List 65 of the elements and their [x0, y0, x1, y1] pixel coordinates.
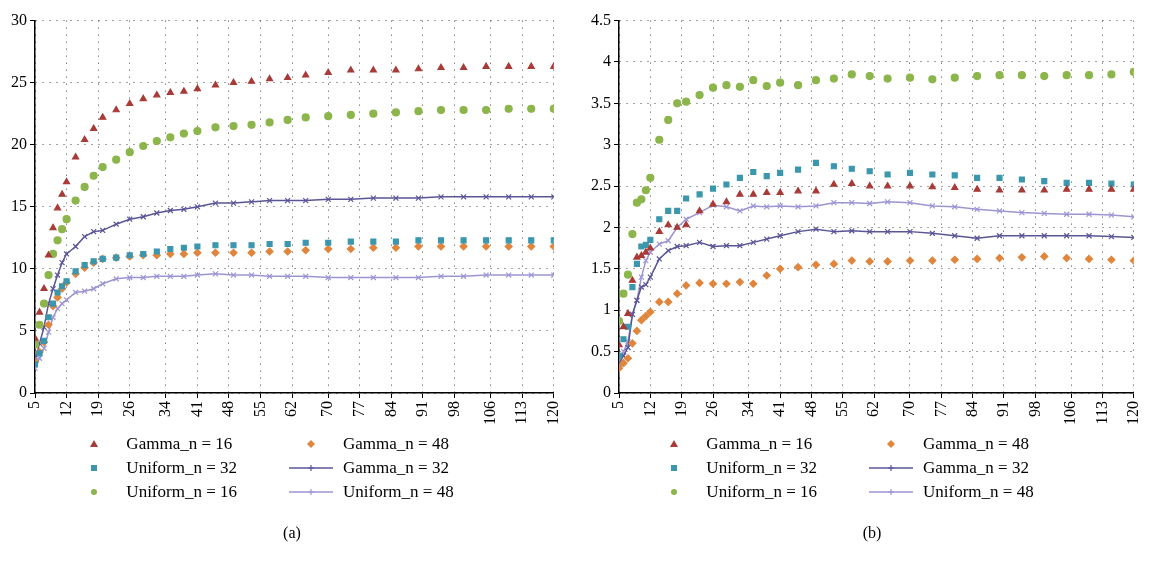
x-tick-label: 70 — [318, 401, 336, 417]
x-tick-label: 26 — [703, 401, 721, 417]
y-tick-label: 5 — [19, 321, 27, 339]
y-tick-label: 0.5 — [591, 341, 611, 359]
legend-label: Gamma_n = 16 — [126, 434, 233, 454]
legend-label: Uniform_n = 48 — [343, 482, 454, 502]
y-tick-label: 4 — [603, 52, 611, 70]
y-tick-label: 0 — [603, 383, 611, 401]
x-tick-label: 5 — [609, 401, 627, 409]
x-tick-label: 91 — [413, 401, 431, 417]
legend-label: Uniform_n = 48 — [923, 482, 1034, 502]
x-tick-label: 19 — [671, 401, 689, 417]
x-tick-label: 84 — [381, 401, 399, 417]
y-tick-label: 0 — [19, 383, 27, 401]
y-tick-label: 15 — [11, 197, 27, 214]
text: (b) — [862, 524, 882, 542]
x-tick-label: 106 — [480, 401, 498, 425]
y-tick-label: 10 — [11, 259, 27, 277]
x-tick-label: 113 — [512, 401, 530, 425]
x-tick-label: 12 — [640, 401, 658, 417]
legend-label: Gamma_n = 48 — [343, 434, 449, 454]
x-tick-label: 98 — [1025, 401, 1043, 417]
x-tick-label: 55 — [833, 401, 851, 417]
x-tick-label: 41 — [187, 401, 205, 417]
legend-label: Uniform_n = 16 — [706, 482, 817, 502]
x-tick-label: 48 — [801, 401, 819, 417]
y-tick-label: 1 — [603, 300, 611, 318]
legend-label: Gamma_n = 32 — [923, 458, 1029, 478]
x-tick-label: 120 — [544, 401, 561, 425]
x-tick-label: 26 — [119, 401, 137, 417]
y-tick-label: 25 — [11, 72, 27, 90]
x-tick-label: 91 — [994, 401, 1012, 417]
y-tick-label: 20 — [11, 134, 27, 152]
y-tick-label: 3 — [603, 134, 611, 152]
legend-label: Uniform_n = 32 — [706, 458, 817, 478]
y-tick-label: 4.5 — [591, 10, 611, 28]
x-tick-label: 70 — [900, 401, 918, 417]
x-tick-label: 55 — [250, 401, 268, 417]
legend-label: Uniform_n = 32 — [126, 458, 237, 478]
x-tick-label: 62 — [864, 401, 882, 417]
y-tick-label: 3.5 — [591, 93, 611, 111]
x-tick-label: 62 — [282, 401, 300, 417]
x-tick-label: 106 — [1061, 401, 1079, 425]
legend-label: Gamma_n = 16 — [706, 434, 813, 454]
x-tick-label: 113 — [1092, 401, 1110, 425]
y-tick-label: 30 — [11, 10, 27, 28]
x-tick-label: 77 — [931, 401, 949, 417]
x-tick-label: 48 — [219, 401, 237, 417]
y-tick-label: 2 — [603, 217, 611, 235]
y-tick-label: 1.5 — [591, 259, 611, 277]
x-tick-label: 34 — [156, 401, 174, 417]
x-tick-label: 34 — [739, 401, 757, 417]
x-tick-label: 77 — [350, 401, 368, 417]
text: (a) — [283, 524, 301, 542]
x-tick-label: 19 — [88, 401, 106, 417]
x-tick-label: 84 — [962, 401, 980, 417]
y-tick-label: 2.5 — [591, 176, 611, 194]
legend-label: Uniform_n = 16 — [126, 482, 237, 502]
legend-label: Gamma_n = 32 — [343, 458, 449, 478]
x-tick-label: 98 — [444, 401, 462, 417]
x-tick-label: 120 — [1124, 401, 1141, 425]
x-tick-label: 41 — [770, 401, 788, 417]
x-tick-label: 12 — [56, 401, 74, 417]
legend-label: Gamma_n = 48 — [923, 434, 1029, 454]
x-tick-label: 5 — [25, 401, 43, 409]
